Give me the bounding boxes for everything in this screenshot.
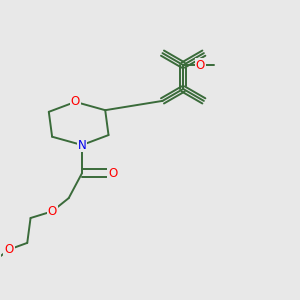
Text: O: O: [4, 243, 14, 256]
Text: O: O: [108, 167, 118, 180]
Text: O: O: [71, 95, 80, 108]
Text: O: O: [196, 58, 205, 72]
Text: O: O: [47, 205, 57, 218]
Text: N: N: [78, 139, 86, 152]
